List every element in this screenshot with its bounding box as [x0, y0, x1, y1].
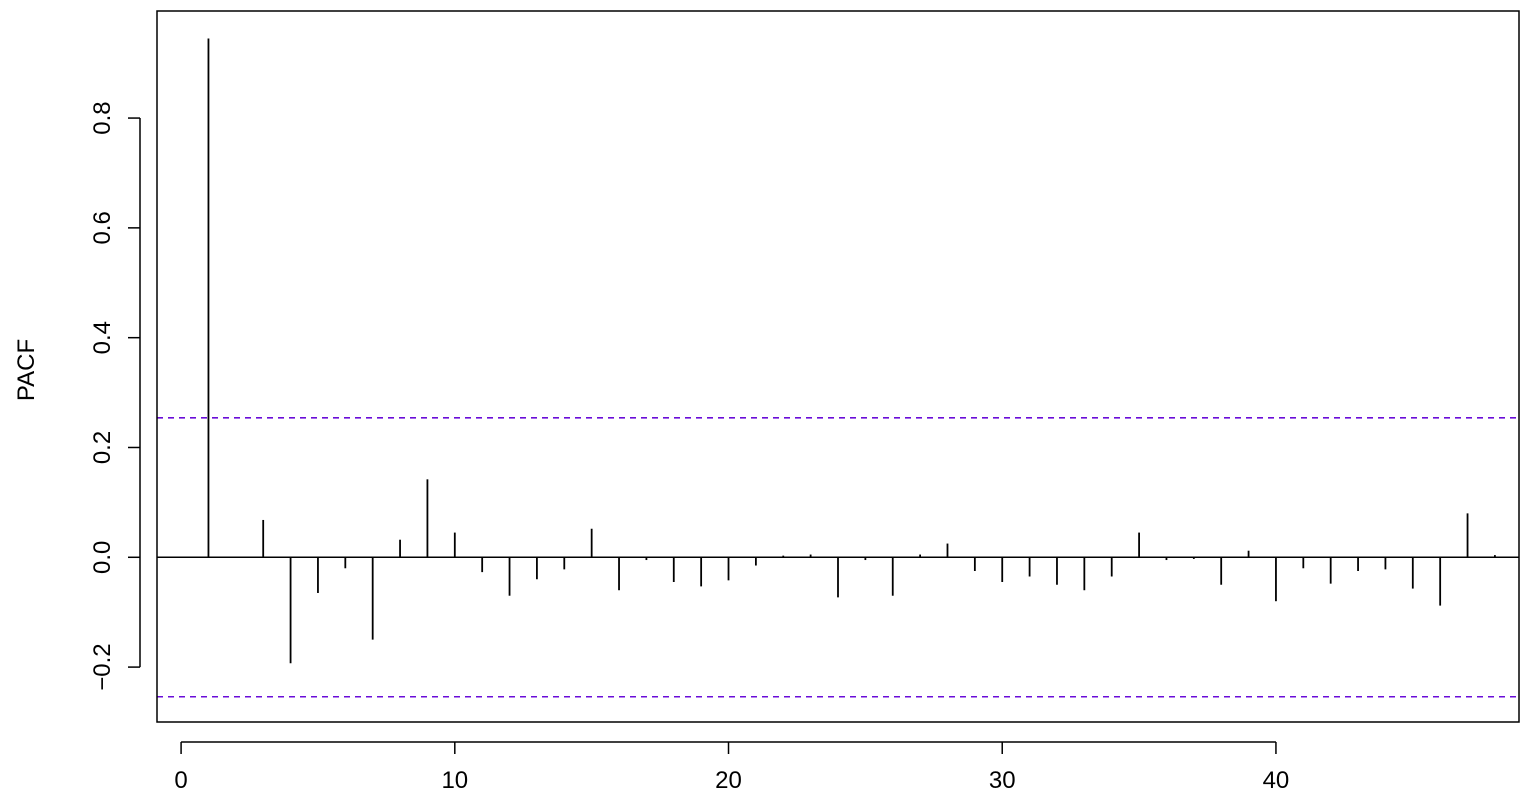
y-tick-label: 0.4	[89, 321, 116, 354]
plot-frame	[156, 10, 1520, 723]
x-tick-label: 0	[174, 767, 187, 794]
y-axis-title: PACF	[13, 339, 40, 401]
plot-area	[157, 38, 1519, 698]
x-tick-label: 20	[715, 767, 742, 794]
y-tick-label: −0.2	[89, 643, 116, 690]
y-tick-label: 0.0	[89, 541, 116, 574]
x-tick-label: 30	[989, 767, 1016, 794]
axes: 0 10 20 30 40 −0.2 0.0 0.2 0.4 0.6 0.8	[89, 10, 1520, 794]
y-tick-label: 0.2	[89, 431, 116, 464]
y-tick-label: 0.8	[89, 101, 116, 134]
x-tick-label: 40	[1263, 767, 1290, 794]
x-tick-label: 10	[441, 767, 468, 794]
y-tick-label: 0.6	[89, 211, 116, 244]
